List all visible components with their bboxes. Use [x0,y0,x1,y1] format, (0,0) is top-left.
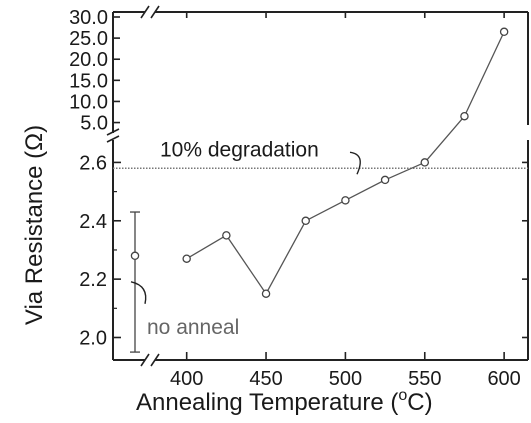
y-tick-label-upper-2: 15.0 [69,70,108,92]
series-segment-7 [463,31,505,117]
series-segment-0 [186,234,227,260]
threshold-label: 10% degradation [160,138,319,161]
series-segment-3 [305,199,346,222]
x-tick-label-1: 450 [249,368,282,390]
x-tick-label-2: 500 [329,368,362,390]
data-point-0 [182,254,191,263]
tick-marks [113,12,528,360]
y-tick-label-upper-0: 5.0 [80,113,108,135]
series-segment-1 [225,235,267,295]
x-tick-label-4: 600 [487,368,520,390]
y-tick-label-lower-3: 2.6 [79,152,107,174]
y-axis-break-mark [106,128,120,143]
data-point-5 [380,175,390,185]
y-tick-label-lower-1: 2.2 [79,269,107,291]
no-anneal-label: no anneal [147,316,239,339]
series-segment-4 [345,179,386,201]
y-tick-label-upper-4: 25.0 [69,28,108,50]
data-point-3 [301,216,310,226]
y-tick-label-upper-5: 30.0 [69,7,108,29]
axes-frame [106,5,529,367]
series-segment-5 [384,161,426,181]
threshold-group: 10% degradation [113,138,528,175]
x-axis-break-mark [140,353,160,367]
no-anneal-point [130,251,140,261]
data-point-1 [222,231,231,240]
y-tick-label-lower-2: 2.4 [79,211,107,233]
x-axis-title: Annealing Temperature (oC) [136,387,433,416]
no-anneal-pointer [130,281,147,304]
y-tick-label-upper-3: 20.0 [69,49,108,71]
series-segment-2 [265,220,307,295]
data-point-7 [460,111,469,121]
data-point-8 [499,27,509,37]
no-anneal-group: no anneal [130,211,239,353]
data-point-2 [261,289,271,298]
data-point-4 [341,196,350,205]
series-segment-6 [424,115,465,163]
tick-labels: 5.010.015.020.025.030.0 2.0 2.2 2.4 2.6 400 45… [69,7,521,390]
threshold-pointer [349,151,361,175]
y-axis-title: Via Resistance (Ω) [21,125,48,325]
y-tick-label-upper-1: 10.0 [69,91,108,113]
top-axis-break-mark [140,5,160,19]
series-group [182,27,509,298]
x-tick-label-0: 400 [170,368,203,390]
data-point-6 [420,158,430,167]
x-tick-label-3: 550 [408,368,441,390]
y-tick-label-lower-0: 2.0 [79,327,107,349]
